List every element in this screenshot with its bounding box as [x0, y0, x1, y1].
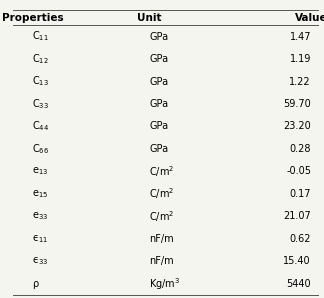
Text: e$_{33}$: e$_{33}$ — [32, 210, 49, 222]
Text: GPa: GPa — [149, 99, 168, 109]
Text: 21.07: 21.07 — [283, 211, 311, 221]
Text: C$_{66}$: C$_{66}$ — [32, 142, 50, 156]
Text: nF/m: nF/m — [149, 256, 174, 266]
Text: 5440: 5440 — [286, 279, 311, 289]
Text: Properties: Properties — [2, 13, 63, 23]
Text: e$_{15}$: e$_{15}$ — [32, 188, 49, 200]
Text: ϵ$_{33}$: ϵ$_{33}$ — [32, 255, 49, 267]
Text: 1.19: 1.19 — [290, 54, 311, 64]
Text: e$_{13}$: e$_{13}$ — [32, 165, 49, 177]
Text: Value: Value — [295, 13, 324, 23]
Text: nF/m: nF/m — [149, 234, 174, 244]
Text: ϵ$_{11}$: ϵ$_{11}$ — [32, 233, 49, 245]
Text: 15.40: 15.40 — [284, 256, 311, 266]
Text: C/m$^{2}$: C/m$^{2}$ — [149, 209, 174, 224]
Text: 1.47: 1.47 — [290, 32, 311, 41]
Text: C$_{13}$: C$_{13}$ — [32, 74, 50, 89]
Text: C/m$^{2}$: C/m$^{2}$ — [149, 187, 174, 201]
Text: -0.05: -0.05 — [286, 166, 311, 176]
Text: C$_{33}$: C$_{33}$ — [32, 97, 50, 111]
Text: C$_{44}$: C$_{44}$ — [32, 119, 50, 134]
Text: 23.20: 23.20 — [283, 122, 311, 131]
Text: 0.17: 0.17 — [290, 189, 311, 199]
Text: GPa: GPa — [149, 32, 168, 41]
Text: 0.62: 0.62 — [290, 234, 311, 244]
Text: GPa: GPa — [149, 122, 168, 131]
Text: C$_{11}$: C$_{11}$ — [32, 30, 49, 44]
Text: C$_{12}$: C$_{12}$ — [32, 52, 49, 66]
Text: ρ: ρ — [32, 279, 39, 289]
Text: Unit: Unit — [137, 13, 161, 23]
Text: 59.70: 59.70 — [283, 99, 311, 109]
Text: 1.22: 1.22 — [289, 77, 311, 86]
Text: GPa: GPa — [149, 54, 168, 64]
Text: GPa: GPa — [149, 144, 168, 154]
Text: 0.28: 0.28 — [290, 144, 311, 154]
Text: Kg/m$^{3}$: Kg/m$^{3}$ — [149, 276, 180, 292]
Text: C/m$^{2}$: C/m$^{2}$ — [149, 164, 174, 179]
Text: GPa: GPa — [149, 77, 168, 86]
